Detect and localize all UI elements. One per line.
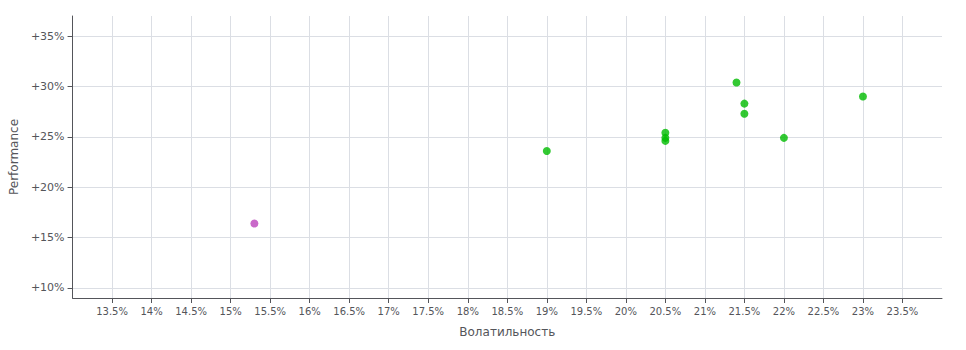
- svg-text:17.5%: 17.5%: [412, 306, 444, 317]
- svg-text:+10%: +10%: [31, 281, 65, 294]
- svg-text:19%: 19%: [536, 306, 558, 317]
- svg-text:14.5%: 14.5%: [175, 306, 207, 317]
- svg-text:+25%: +25%: [31, 130, 65, 143]
- svg-text:14%: 14%: [140, 306, 162, 317]
- svg-text:+30%: +30%: [31, 80, 65, 93]
- svg-text:+35%: +35%: [31, 30, 65, 43]
- svg-text:21.5%: 21.5%: [729, 306, 761, 317]
- svg-text:20.5%: 20.5%: [649, 306, 681, 317]
- svg-text:22.5%: 22.5%: [808, 306, 840, 317]
- svg-text:15.5%: 15.5%: [254, 306, 286, 317]
- svg-text:18%: 18%: [457, 306, 479, 317]
- svg-text:23%: 23%: [852, 306, 874, 317]
- svg-text:13.5%: 13.5%: [96, 306, 128, 317]
- svg-text:22%: 22%: [773, 306, 795, 317]
- svg-text:16%: 16%: [299, 306, 321, 317]
- svg-text:15%: 15%: [220, 306, 242, 317]
- svg-text:Волатильность: Волатильность: [459, 325, 555, 339]
- svg-text:23.5%: 23.5%: [887, 306, 919, 317]
- svg-text:18.5%: 18.5%: [491, 306, 523, 317]
- svg-text:17%: 17%: [378, 306, 400, 317]
- svg-text:+20%: +20%: [31, 181, 65, 194]
- svg-text:21%: 21%: [694, 306, 716, 317]
- svg-text:Performance: Performance: [7, 119, 21, 195]
- svg-text:16.5%: 16.5%: [333, 306, 365, 317]
- svg-text:19.5%: 19.5%: [570, 306, 602, 317]
- svg-text:+15%: +15%: [31, 231, 65, 244]
- svg-text:20%: 20%: [615, 306, 637, 317]
